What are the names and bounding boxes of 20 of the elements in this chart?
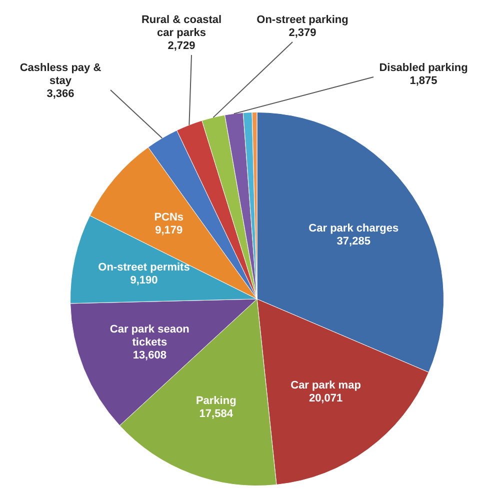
data-label: 20,071 <box>308 392 343 405</box>
slice-label: Car park seaon tickets <box>110 323 190 348</box>
slice-label: Rural & coastal car parks <box>141 14 222 40</box>
data-label: 1,875 <box>410 75 438 88</box>
data-label: 2,729 <box>168 40 196 52</box>
slice-label: Car park charges <box>308 222 399 235</box>
slice-label: On-street permits <box>98 261 190 274</box>
slice-label: Disabled parking <box>379 62 468 74</box>
data-label: 37,285 <box>336 236 370 248</box>
data-label: 17,584 <box>199 408 234 420</box>
slice-label: Car park map <box>290 380 362 392</box>
slice-label: On-street parking <box>256 14 348 26</box>
slice-label: Parking <box>196 394 236 407</box>
data-label: 2,379 <box>288 27 316 40</box>
slice-label: Cashless pay & stay <box>20 62 102 88</box>
slice-label: PCNs <box>154 211 184 224</box>
data-label: 3,366 <box>46 88 74 100</box>
data-label: 9,179 <box>155 224 183 236</box>
data-label: 13,608 <box>132 349 166 362</box>
data-label: 9,190 <box>130 274 158 286</box>
